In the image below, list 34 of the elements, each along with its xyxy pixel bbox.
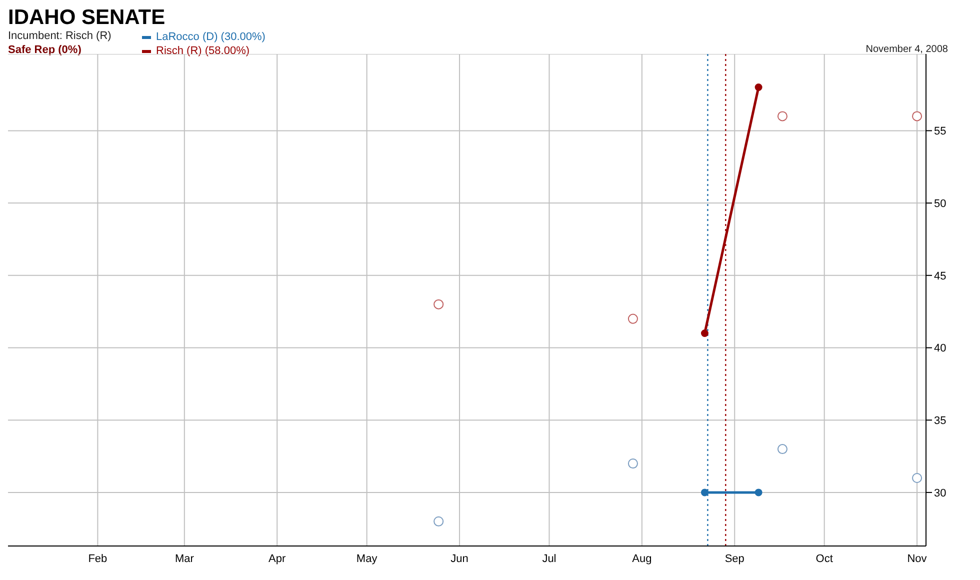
x-tick-label: Jul <box>542 552 556 565</box>
point <box>777 444 788 454</box>
x-tick-label: Jun <box>450 552 468 565</box>
annotation: November 4, 2008 <box>866 44 948 55</box>
x-tick-label: Mar <box>174 552 194 565</box>
point <box>434 299 444 310</box>
annotation: Safe Rep (0%) <box>8 44 82 56</box>
y-tick-label: 40 <box>934 342 946 355</box>
x-tick-label: Apr <box>268 552 286 565</box>
x-tick-label: Aug <box>632 552 652 565</box>
x-tick-label: Oct <box>816 552 833 565</box>
point <box>912 472 922 483</box>
y-tick-label: 45 <box>934 270 946 282</box>
legend-label: Risch (R) (58.00%) <box>156 45 250 57</box>
y-tick-label: 30 <box>934 487 946 500</box>
point <box>628 314 638 324</box>
y-tick-label: 50 <box>934 198 946 210</box>
point <box>754 488 762 496</box>
y-tick-label: 55 <box>934 126 946 138</box>
x-tick-label: Nov <box>907 552 928 565</box>
point <box>628 458 638 469</box>
point <box>777 111 788 122</box>
chart-title: IDAHO SENATE <box>8 6 166 29</box>
y-tick-label: 35 <box>934 415 946 428</box>
x-tick-label: Feb <box>88 552 108 565</box>
text: Incumbent: Risch (R) <box>8 30 112 42</box>
point <box>434 516 444 526</box>
point <box>754 84 762 92</box>
x-tick-label: Sep <box>724 552 744 565</box>
point <box>700 488 708 496</box>
point <box>912 111 922 122</box>
point <box>700 330 708 338</box>
x-tick-label: May <box>356 552 378 565</box>
legend-label: LaRocco (D) (30.00%) <box>156 31 266 43</box>
